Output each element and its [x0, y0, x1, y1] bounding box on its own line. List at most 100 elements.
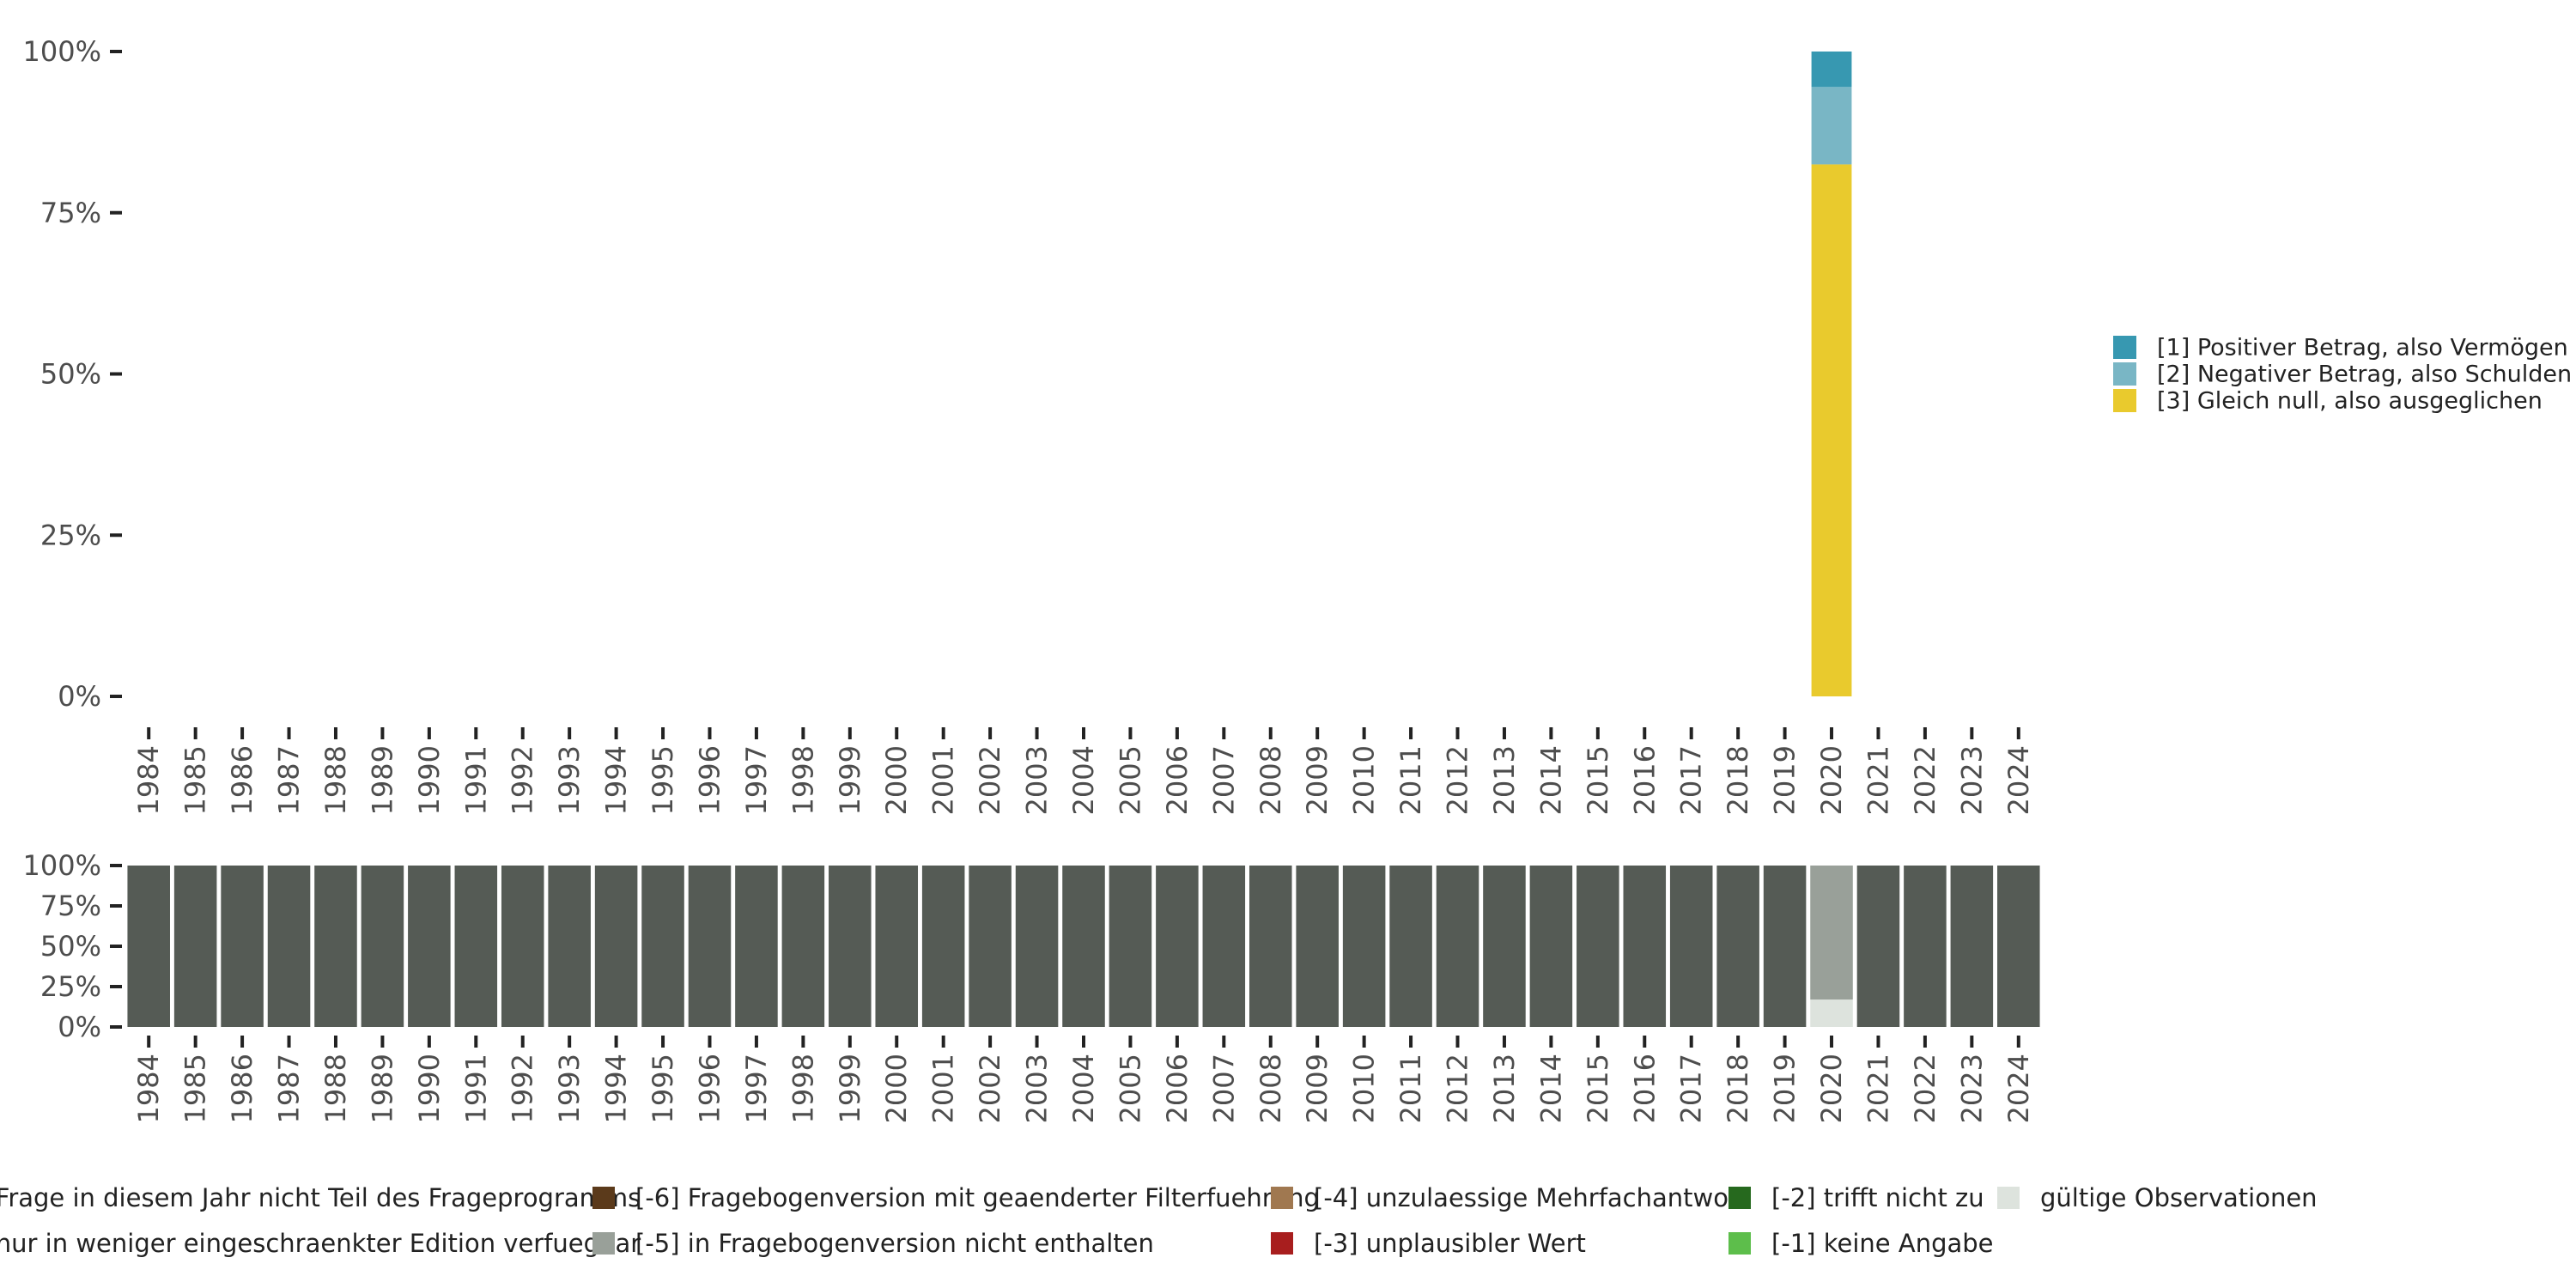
legend-label: [-1] keine Angabe — [1771, 1229, 1994, 1258]
x-tick-label: 1984 — [132, 745, 165, 815]
x-tick-label: 1995 — [647, 1054, 679, 1123]
x-tick-label: 2005 — [1114, 1054, 1146, 1123]
x-tick-label: 2008 — [1255, 745, 1287, 815]
bar-segment-2006 — [1156, 866, 1199, 1027]
x-tick-label: 1985 — [179, 1054, 212, 1123]
x-tick-label: 2005 — [1114, 745, 1146, 815]
x-tick-label: 2013 — [1488, 745, 1521, 815]
bar-segment-1990 — [408, 866, 451, 1027]
x-tick-label: 1987 — [273, 745, 306, 815]
main-stacked-bar-chart: 0% 25% 50% 75% 100% 1984 1985 1986 1987 1988 1989 1… — [23, 35, 2035, 815]
y-tick-label: 100% — [23, 35, 101, 68]
x-tick-label: 2012 — [1442, 745, 1474, 815]
x-tick-label: 1984 — [132, 1054, 165, 1123]
x-tick-label: 1999 — [834, 1054, 866, 1123]
x-tick-label: 2020 — [1815, 745, 1848, 815]
x-tick-label: 1988 — [319, 745, 352, 815]
x-tick-label: 2009 — [1301, 745, 1334, 815]
bar-segment-2008 — [1249, 866, 1292, 1027]
x-tick-label: 1993 — [553, 1054, 586, 1123]
bar-segment-2018 — [1716, 866, 1759, 1027]
x-tick-label: 2014 — [1534, 1054, 1567, 1123]
x-tick-label: 2017 — [1675, 1054, 1708, 1123]
x-tick-label: 1997 — [740, 1054, 773, 1123]
x-tick-label: 2007 — [1207, 745, 1240, 815]
x-tick-label: 2022 — [1909, 745, 1941, 815]
bar-segment-2007 — [1202, 866, 1246, 1027]
y-tick-label: 25% — [40, 970, 101, 1003]
bar-segment-2002 — [969, 866, 1012, 1027]
x-tick-label: 2006 — [1161, 1054, 1194, 1123]
bar-segment-2021 — [1856, 866, 1900, 1027]
x-tick-label: 1988 — [319, 1054, 352, 1123]
x-tick-label: 2011 — [1394, 1054, 1427, 1123]
x-tick-label: 2008 — [1255, 1054, 1287, 1123]
bar-segment-2020 — [1811, 87, 1852, 165]
x-tick-label: 1986 — [226, 745, 258, 815]
bar-segment-2011 — [1389, 866, 1432, 1027]
bar-segment-1986 — [221, 866, 264, 1027]
x-tick-label: 2015 — [1582, 1054, 1614, 1123]
bar-segment-2000 — [875, 866, 919, 1027]
y-tick-label: 100% — [23, 849, 101, 882]
x-tick-label: 2000 — [880, 745, 913, 815]
y-tick-label: 0% — [58, 1011, 101, 1043]
legend-label: [-3] unplausibler Wert — [1314, 1229, 1586, 1258]
bar-segment-1995 — [641, 866, 684, 1027]
x-tick-label: 2000 — [880, 1054, 913, 1123]
bar-segment-2009 — [1296, 866, 1339, 1027]
bar-segment-2015 — [1577, 866, 1619, 1027]
bar-segment-2010 — [1342, 866, 1386, 1027]
x-tick-label: 2002 — [974, 745, 1006, 815]
x-tick-label: 1986 — [226, 1054, 258, 1123]
legend-label: [-7] nur in weniger eingeschraenkter Edi… — [0, 1229, 641, 1258]
legend-label: [1] Positiver Betrag, also Vermögen — [2157, 335, 2568, 361]
x-tick-label: 2024 — [2002, 1054, 2035, 1123]
legend-swatch — [1997, 1187, 2020, 1209]
bar-segment-1998 — [781, 866, 825, 1027]
x-tick-label: 2003 — [1021, 745, 1054, 815]
x-tick-label: 2017 — [1675, 745, 1708, 815]
missing-codes-legend: [-8] Frage in diesem Jahr nicht Teil des… — [0, 1183, 2318, 1258]
bar-segment-1997 — [735, 866, 778, 1027]
x-tick-label: 2001 — [927, 745, 960, 815]
y-tick-label: 75% — [40, 890, 101, 922]
x-tick-label: 2018 — [1722, 1054, 1754, 1123]
y-tick-label: 0% — [58, 680, 101, 713]
legend-swatch — [592, 1232, 615, 1255]
x-tick-label: 1989 — [366, 1054, 398, 1123]
x-tick-label: 1997 — [740, 745, 773, 815]
bar-segment-1987 — [267, 866, 311, 1027]
bar-segment-2020 — [1810, 999, 1853, 1027]
x-tick-label: 2004 — [1067, 1054, 1100, 1123]
y-tick-label: 50% — [40, 358, 101, 391]
bar-segment-2014 — [1529, 866, 1573, 1027]
x-tick-label: 1990 — [413, 1054, 446, 1123]
legend-swatch — [2113, 362, 2136, 386]
x-tick-label: 2021 — [1862, 745, 1894, 815]
x-tick-label: 2021 — [1862, 1054, 1894, 1123]
x-tick-label: 2020 — [1815, 1054, 1848, 1123]
legend-label: gültige Observationen — [2040, 1183, 2318, 1212]
x-tick-label: 2004 — [1067, 745, 1100, 815]
legend-label: [2] Negativer Betrag, also Schulden — [2157, 361, 2572, 388]
bar-segment-2004 — [1062, 866, 1105, 1027]
x-tick-label: 1990 — [413, 745, 446, 815]
x-tick-label: 1992 — [507, 1054, 539, 1123]
bar-segment-1996 — [688, 866, 732, 1027]
x-tick-label: 1994 — [600, 1054, 633, 1123]
bar-segment-2013 — [1483, 866, 1526, 1027]
x-tick-label: 2007 — [1207, 1054, 1240, 1123]
legend-swatch — [1728, 1232, 1751, 1255]
legend-label: [-2] trifft nicht zu — [1771, 1183, 1984, 1212]
x-tick-label: 1996 — [693, 1054, 726, 1123]
x-tick-label: 1992 — [507, 745, 539, 815]
x-tick-label: 1994 — [600, 745, 633, 815]
legend-label: [3] Gleich null, also ausgeglichen — [2157, 388, 2543, 415]
bar-segment-1989 — [361, 866, 404, 1027]
bar-segment-2003 — [1015, 866, 1059, 1027]
y-tick-label: 25% — [40, 519, 101, 551]
legend-label: [-8] Frage in diesem Jahr nicht Teil des… — [0, 1183, 641, 1212]
x-tick-label: 2001 — [927, 1054, 960, 1123]
x-tick-label: 2013 — [1488, 1054, 1521, 1123]
